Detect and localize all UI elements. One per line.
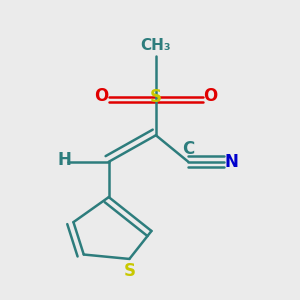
Text: O: O	[94, 86, 109, 104]
Text: S: S	[123, 262, 135, 280]
Text: N: N	[224, 153, 238, 171]
Text: H: H	[58, 151, 71, 169]
Text: O: O	[203, 86, 218, 104]
Text: S: S	[150, 88, 162, 106]
Text: CH₃: CH₃	[141, 38, 171, 53]
Text: C: C	[182, 140, 194, 158]
